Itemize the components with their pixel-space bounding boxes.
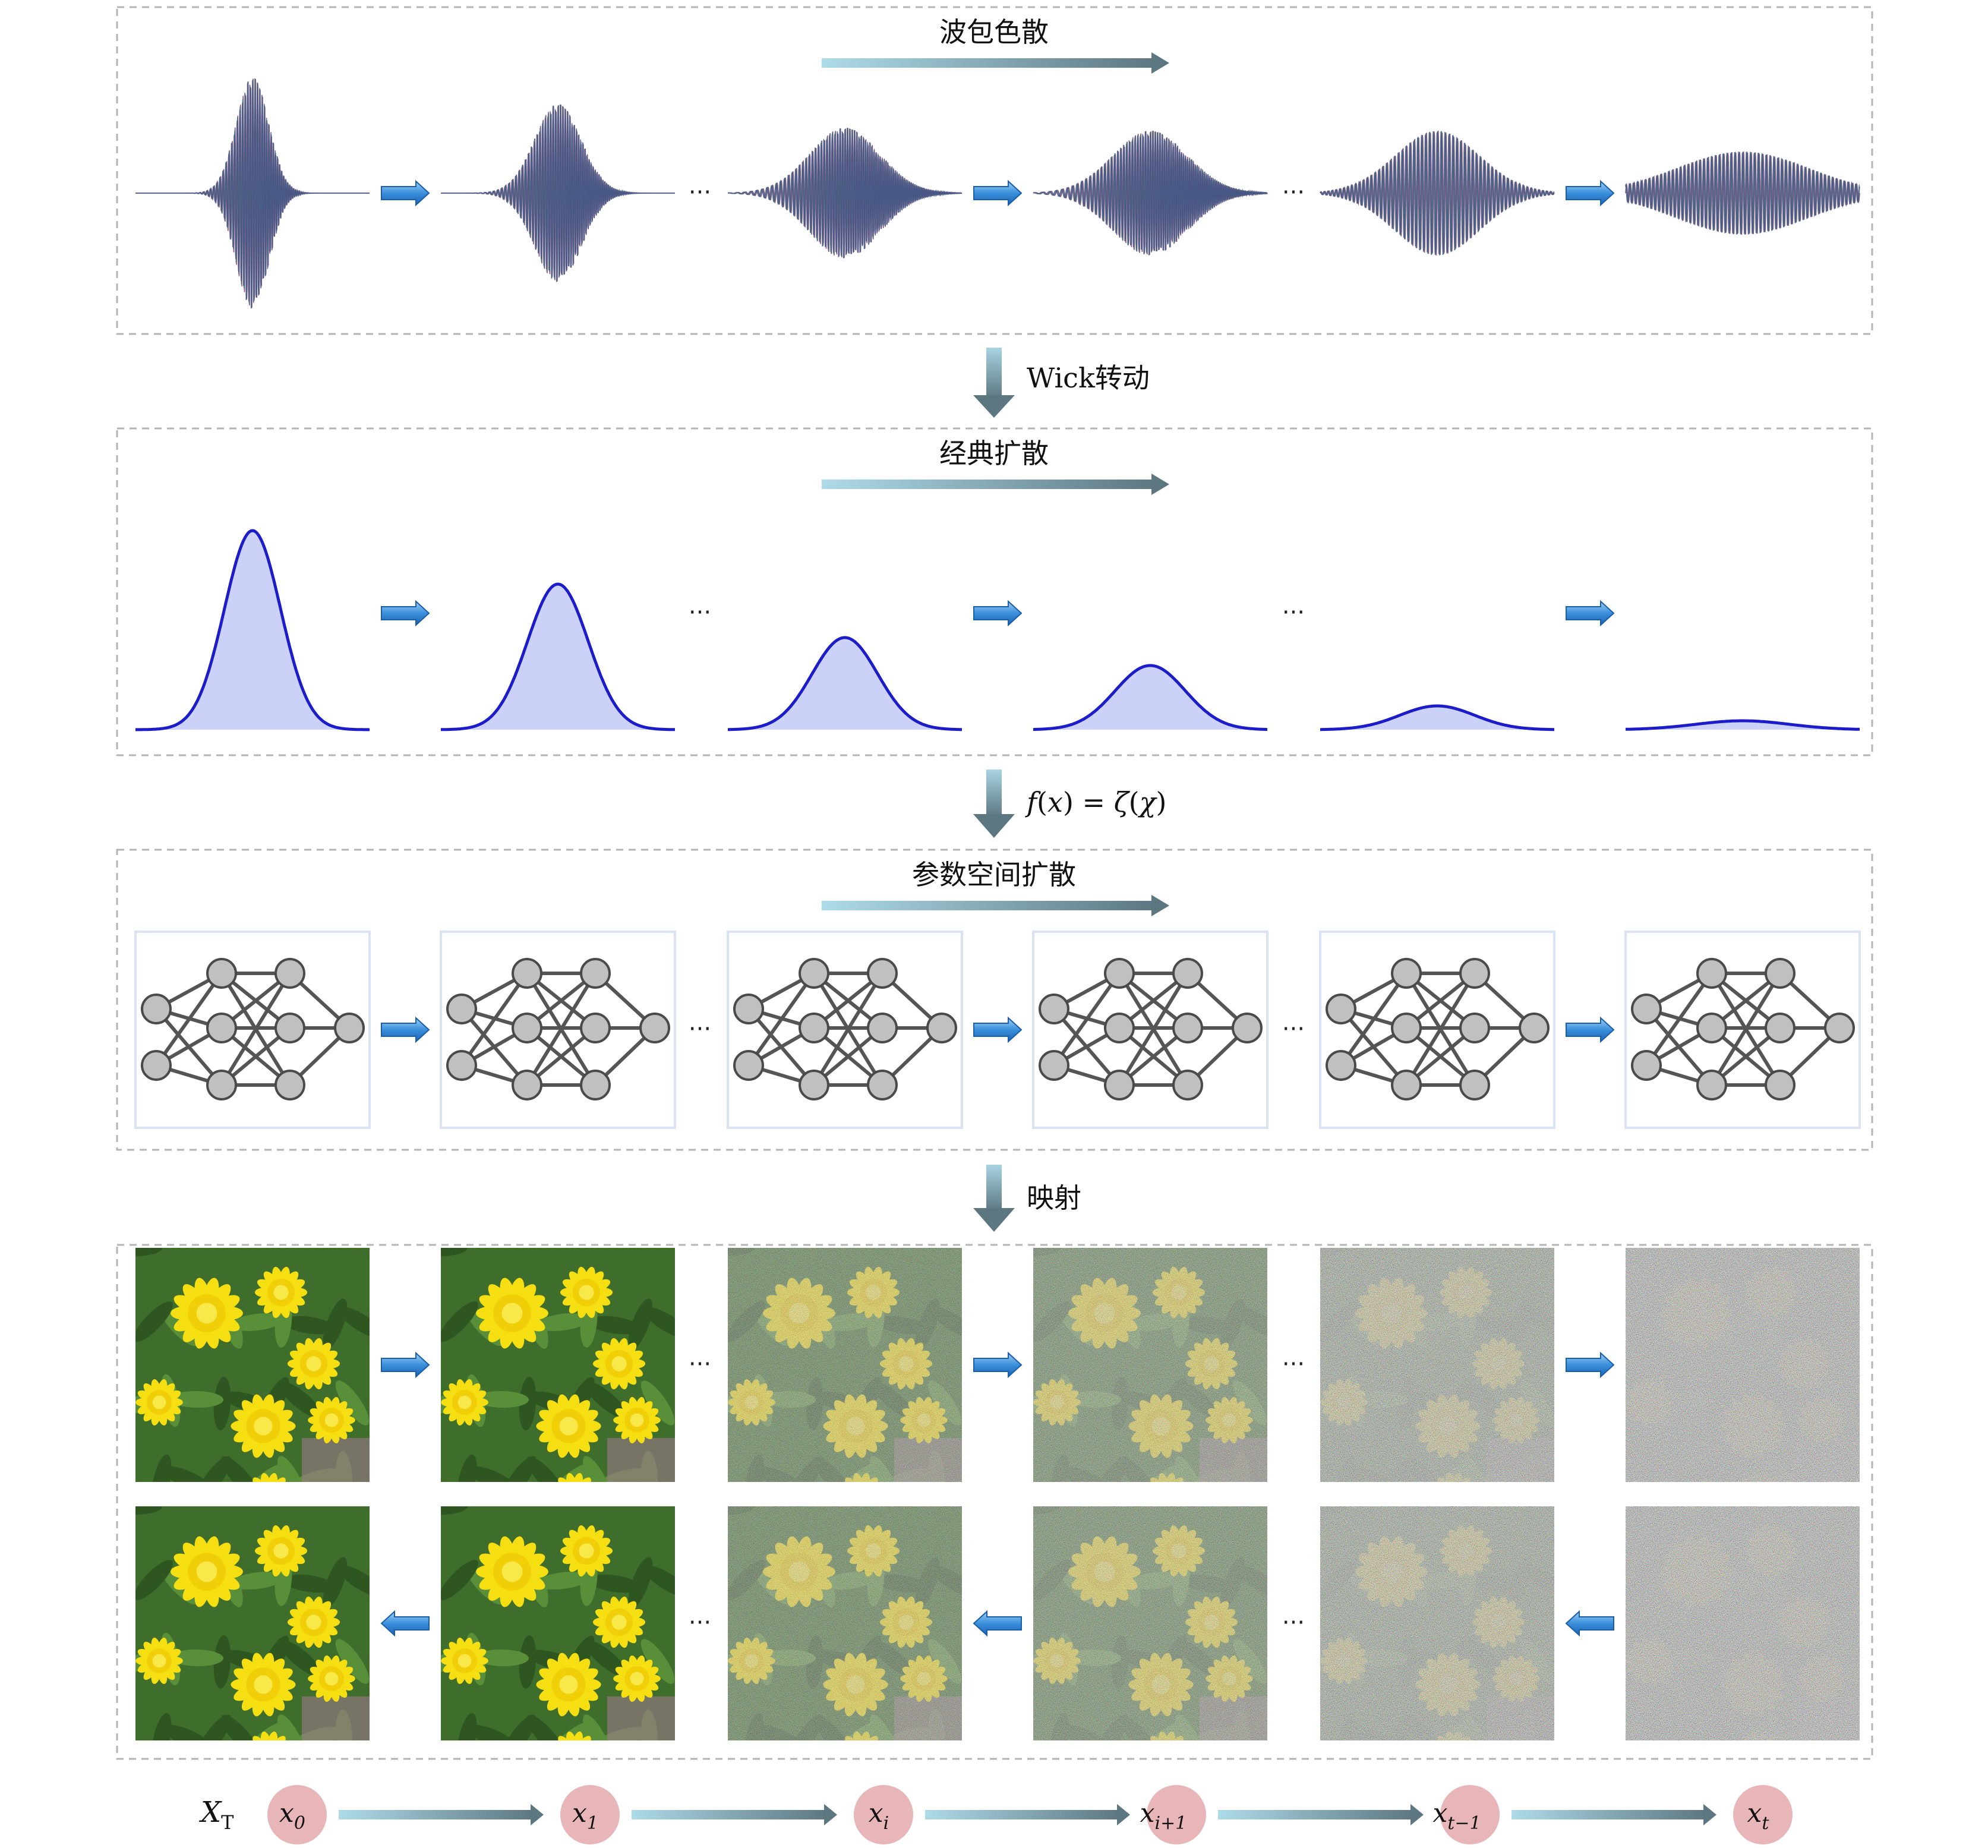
gaussian-curve <box>441 582 675 731</box>
gradient-down-arrow-icon <box>973 348 1015 418</box>
gaussian-curve <box>1626 719 1860 731</box>
svg-text:xi: xi <box>869 1798 889 1834</box>
wave-packet <box>441 104 675 282</box>
neural-network-icon <box>1032 931 1268 1129</box>
blue-block-arrow-icon <box>973 1016 1023 1043</box>
blue-block-arrow-icon <box>1566 600 1615 627</box>
diffusion-sample-image <box>1033 1506 1267 1740</box>
blue-block-arrow-icon <box>973 1610 1022 1637</box>
transition-label-mapping: 映射 <box>1027 1182 1081 1214</box>
gradient-right-arrow-icon <box>632 1804 837 1825</box>
frame-parameter-space <box>116 849 1873 1151</box>
ellipsis: ··· <box>1282 1016 1305 1043</box>
blue-block-arrow-icon <box>381 1351 430 1379</box>
diffusion-sample-image <box>135 1248 370 1482</box>
wave-packet <box>727 128 963 258</box>
blue-block-arrow-icon <box>1566 1016 1615 1043</box>
diffusion-sample-image <box>135 1506 370 1740</box>
frame-wave-packet <box>116 6 1873 335</box>
timeline-node: xt <box>1733 1785 1793 1844</box>
gaussian-curve <box>135 529 370 731</box>
timeline: x0 x1 xi xi+1 xt−1 xt <box>267 1785 1793 1844</box>
timeline-node: x0 <box>267 1785 327 1844</box>
blue-block-arrow-icon <box>973 600 1023 627</box>
ellipsis: ··· <box>689 1016 711 1043</box>
diffusion-sample-image <box>728 1506 962 1740</box>
ellipsis: ··· <box>689 599 711 626</box>
gradient-down-arrow-icon <box>973 770 1015 838</box>
timeline-node: xi <box>854 1785 913 1844</box>
diffusion-sample-image <box>1320 1248 1554 1482</box>
diffusion-sample-image <box>1033 1248 1267 1482</box>
frame-classical-diffusion <box>116 427 1873 756</box>
wave-packet <box>1033 131 1268 256</box>
blue-block-arrow-icon <box>381 1016 430 1043</box>
diffusion-sample-image <box>441 1248 675 1482</box>
blue-block-arrow-icon <box>381 179 430 207</box>
timeline-node: x1 <box>560 1785 620 1844</box>
diffusion-sample-image <box>1320 1506 1554 1740</box>
wave-packet <box>1320 131 1555 256</box>
ellipsis: ··· <box>1282 1609 1305 1636</box>
image-rows <box>135 1248 1860 1740</box>
blue-block-arrow-icon <box>973 179 1023 207</box>
top-flow-arrow-classical <box>822 474 1169 495</box>
gaussian-curve <box>728 636 962 731</box>
gaussian-curve <box>1033 664 1267 731</box>
blue-block-arrow-icon <box>1565 1610 1614 1637</box>
blue-block-arrow-icon <box>380 1610 430 1637</box>
row-connectors: ··· ··· ··· ··· ··· ··· ··· ··· ··· ··· <box>380 179 1615 1637</box>
ellipsis: ··· <box>689 1609 711 1636</box>
timeline-node: xi+1 <box>1140 1785 1206 1844</box>
gaussian-row <box>135 529 1860 731</box>
ellipsis: ··· <box>689 1351 711 1378</box>
svg-text:x0: x0 <box>279 1798 305 1834</box>
neural-network-icon <box>1319 931 1555 1129</box>
blue-block-arrow-icon <box>1566 1351 1615 1379</box>
blue-block-arrow-icon <box>973 1351 1023 1379</box>
transition-label-formula: f(x) = ζ(χ) <box>1025 786 1166 818</box>
timeline-node: xt−1 <box>1432 1785 1500 1844</box>
svg-text:xt: xt <box>1747 1798 1770 1834</box>
frame-image-mapping <box>116 1244 1873 1760</box>
blue-block-arrow-icon <box>381 600 430 627</box>
gradient-right-arrow-icon <box>925 1804 1130 1825</box>
section-title-classical: 经典扩散 <box>939 437 1049 469</box>
blue-block-arrow-icon <box>1566 179 1615 207</box>
ellipsis: ··· <box>1282 1351 1305 1378</box>
neural-network-icon <box>134 931 371 1129</box>
neural-network-icon <box>1624 931 1861 1129</box>
top-flow-arrow-parameter <box>822 895 1169 916</box>
svg-text:x1: x1 <box>572 1798 598 1834</box>
neural-network-icon <box>727 931 963 1129</box>
section-title-wave: 波包色散 <box>939 16 1049 48</box>
neural-network-icon <box>440 931 676 1129</box>
gradient-down-arrow-icon <box>973 1165 1015 1232</box>
ellipsis: ··· <box>1282 179 1305 206</box>
svg-text:xi+1: xi+1 <box>1140 1798 1187 1834</box>
diffusion-sample-image <box>1626 1506 1860 1740</box>
gaussian-curve <box>1320 704 1554 731</box>
timeline-prefix: XT <box>198 1796 234 1834</box>
wave-packet <box>135 78 370 309</box>
diffusion-sample-image <box>728 1248 962 1482</box>
wave-packet <box>1625 152 1860 235</box>
svg-text:xt−1: xt−1 <box>1432 1798 1481 1834</box>
ellipsis: ··· <box>689 179 711 206</box>
section-title-parameter: 参数空间扩散 <box>912 859 1076 891</box>
diffusion-sample-image <box>1626 1248 1860 1482</box>
transition-label-wick: Wick转动 <box>1027 362 1150 394</box>
network-row <box>134 931 1861 1129</box>
gradient-right-arrow-icon <box>339 1804 544 1825</box>
ellipsis: ··· <box>1282 599 1305 626</box>
gradient-right-arrow-icon <box>1218 1804 1424 1825</box>
top-flow-arrow-wave <box>822 52 1169 74</box>
diffusion-sample-image <box>441 1506 675 1740</box>
gradient-right-arrow-icon <box>1511 1804 1716 1825</box>
wave-packet-row <box>135 78 1860 309</box>
